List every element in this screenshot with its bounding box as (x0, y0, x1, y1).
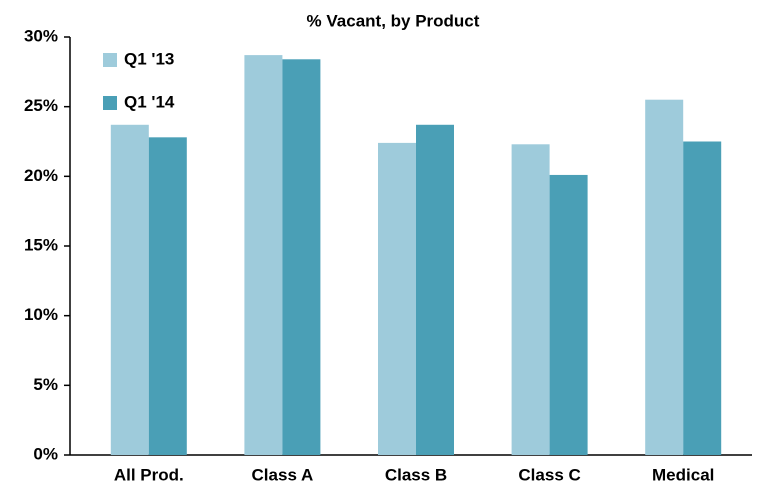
bar (282, 59, 321, 455)
bar (244, 55, 283, 455)
legend-swatch (103, 53, 117, 67)
bar (683, 141, 722, 455)
bar (148, 137, 187, 455)
y-tick-label: 25% (24, 96, 58, 115)
legend-label: Q1 '14 (124, 92, 175, 111)
bar (549, 174, 588, 455)
x-tick-label: Class C (518, 465, 580, 484)
x-tick-label: Class A (252, 465, 314, 484)
chart-title: % Vacant, by Product (307, 11, 480, 30)
y-tick-label: 30% (24, 26, 58, 45)
y-tick-label: 0% (33, 444, 58, 463)
legend-label: Q1 '13 (124, 49, 174, 68)
y-tick-label: 5% (33, 375, 58, 394)
y-tick-label: 10% (24, 305, 58, 324)
bar (378, 142, 416, 456)
bar (110, 124, 149, 455)
legend-swatch (103, 96, 117, 110)
y-tick-label: 20% (24, 166, 58, 185)
bar (645, 99, 684, 455)
bar (511, 144, 550, 455)
x-tick-label: Medical (652, 465, 714, 484)
y-tick-label: 15% (24, 235, 58, 254)
x-tick-label: All Prod. (114, 465, 184, 484)
x-tick-label: Class B (385, 465, 447, 484)
bar (416, 124, 454, 455)
